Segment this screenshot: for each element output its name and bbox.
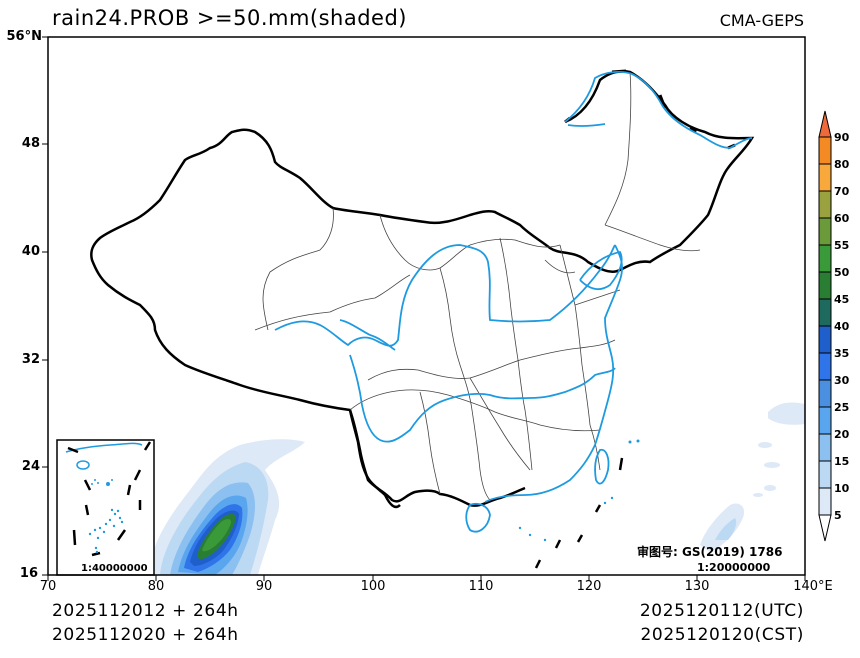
amur-river [564,71,753,149]
colorbar [818,110,832,542]
x-tick-90: 90 [255,579,273,594]
axis-ticks [42,36,806,581]
x-tick-100: 100 [360,579,386,594]
south-china-sea-inset [56,439,155,576]
inset-map-scale: 1:40000000 [81,563,148,574]
init-time-utc: 2025112012 + 264h [52,601,239,621]
y-tick-56: 56°N [6,29,42,44]
liaodong-bohai-coast [579,250,623,291]
init-time-cst: 2025112020 + 264h [52,625,239,645]
national-border [90,70,755,507]
colorbar-label-25: 25 [834,401,850,414]
colorbar-label-60: 60 [834,212,850,225]
taiwan-island [594,448,610,485]
x-tick-110: 110 [468,579,494,594]
map-approval-number: 审图号: GS(2019) 1786 [637,545,783,559]
x-tick-140: 140°E [793,579,833,594]
national-border-northeast-dashes [564,69,736,150]
map-frame [47,36,806,576]
x-tick-120: 120 [576,579,602,594]
colorbar-label-90: 90 [834,131,850,144]
nine-dash-line [534,457,624,569]
probability-shading-pacific [700,402,805,552]
colorbar-label-15: 15 [834,455,850,468]
provincial-boundaries [254,71,701,501]
valid-time-utc: 2025120112(UTC) [639,601,804,621]
yangtze-river [349,354,616,443]
map-title: rain24.PROB >=50.mm(shaded) [52,6,407,30]
y-tick-40: 40 [21,244,40,259]
colorbar-label-80: 80 [834,158,850,171]
colorbar-label-55: 55 [834,239,850,252]
valid-time-cst: 2025120120(CST) [640,625,804,645]
probability-shading-bay-of-bengal [149,439,305,575]
y-tick-24: 24 [21,459,40,474]
colorbar-label-20: 20 [834,428,850,441]
x-tick-70: 70 [39,579,57,594]
yellow-river-upper [339,319,396,351]
y-tick-32: 32 [21,352,40,367]
hainan-island [465,502,491,533]
colorbar-label-10: 10 [834,482,850,495]
colorbar-label-70: 70 [834,185,850,198]
colorbar-label-30: 30 [834,374,850,387]
songhua-river [567,123,606,127]
colorbar-label-5: 5 [834,509,842,522]
y-tick-16: 16 [19,566,38,581]
islands [518,439,640,542]
x-tick-130: 130 [684,579,710,594]
rivers-and-coastline [274,71,753,533]
main-map-scale: 1:20000000 [697,561,771,574]
colorbar-label-40: 40 [834,320,850,333]
x-tick-80: 80 [147,579,165,594]
national-border-southwest [348,409,401,509]
east-coast [484,244,623,503]
y-tick-48: 48 [21,136,40,151]
model-name: CMA-GEPS [719,11,804,30]
colorbar-label-50: 50 [834,266,850,279]
yellow-river [274,244,616,347]
colorbar-label-35: 35 [834,347,850,360]
colorbar-label-45: 45 [834,293,850,306]
